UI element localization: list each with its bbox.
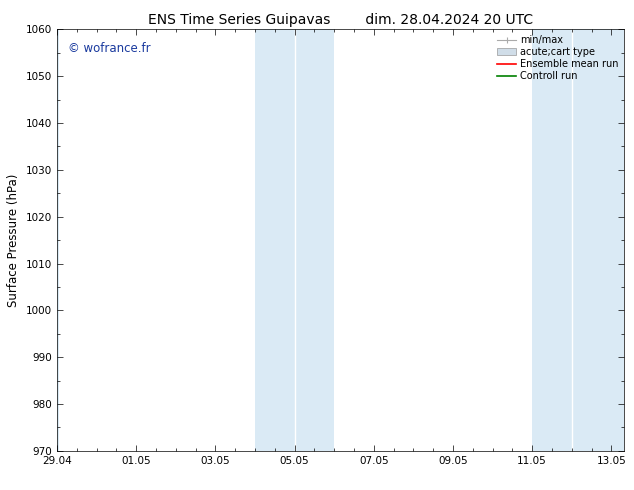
Text: © wofrance.fr: © wofrance.fr xyxy=(68,42,151,55)
Legend: min/max, acute;cart type, Ensemble mean run, Controll run: min/max, acute;cart type, Ensemble mean … xyxy=(494,32,621,84)
Y-axis label: Surface Pressure (hPa): Surface Pressure (hPa) xyxy=(8,173,20,307)
Bar xyxy=(255,29,295,451)
Bar xyxy=(57,29,58,451)
Bar xyxy=(295,29,334,451)
Bar xyxy=(572,29,624,451)
Bar xyxy=(532,29,572,451)
Title: ENS Time Series Guipavas        dim. 28.04.2024 20 UTC: ENS Time Series Guipavas dim. 28.04.2024… xyxy=(148,13,533,27)
